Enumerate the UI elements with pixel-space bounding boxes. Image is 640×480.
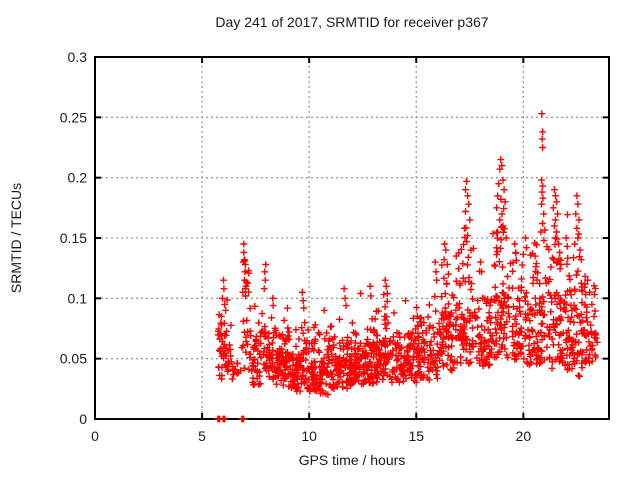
x-axis-label: GPS time / hours [299, 452, 406, 468]
x-tick-label: 15 [408, 428, 424, 444]
y-axis-label: SRMTID / TECUs [8, 183, 24, 293]
y-tick-label: 0.15 [60, 230, 87, 246]
y-tick-label: 0.05 [60, 351, 87, 367]
y-tick-label: 0.3 [68, 49, 88, 65]
x-tick-label: 20 [516, 428, 532, 444]
y-tick-label: 0.1 [68, 290, 88, 306]
x-tick-label: 10 [301, 428, 317, 444]
x-tick-label: 5 [198, 428, 206, 444]
tick-labels: 0 0.05 0.1 0.15 0.2 0.25 0.3 0 5 10 15 20 [60, 49, 532, 444]
data-points [214, 110, 601, 423]
chart-title: Day 241 of 2017, SRMTID for receiver p36… [215, 14, 488, 30]
y-tick-label: 0.2 [68, 170, 88, 186]
y-tick-label: 0.25 [60, 109, 87, 125]
x-tick-label: 0 [91, 428, 99, 444]
y-tick-label: 0 [79, 411, 87, 427]
plot-border [94, 56, 610, 420]
